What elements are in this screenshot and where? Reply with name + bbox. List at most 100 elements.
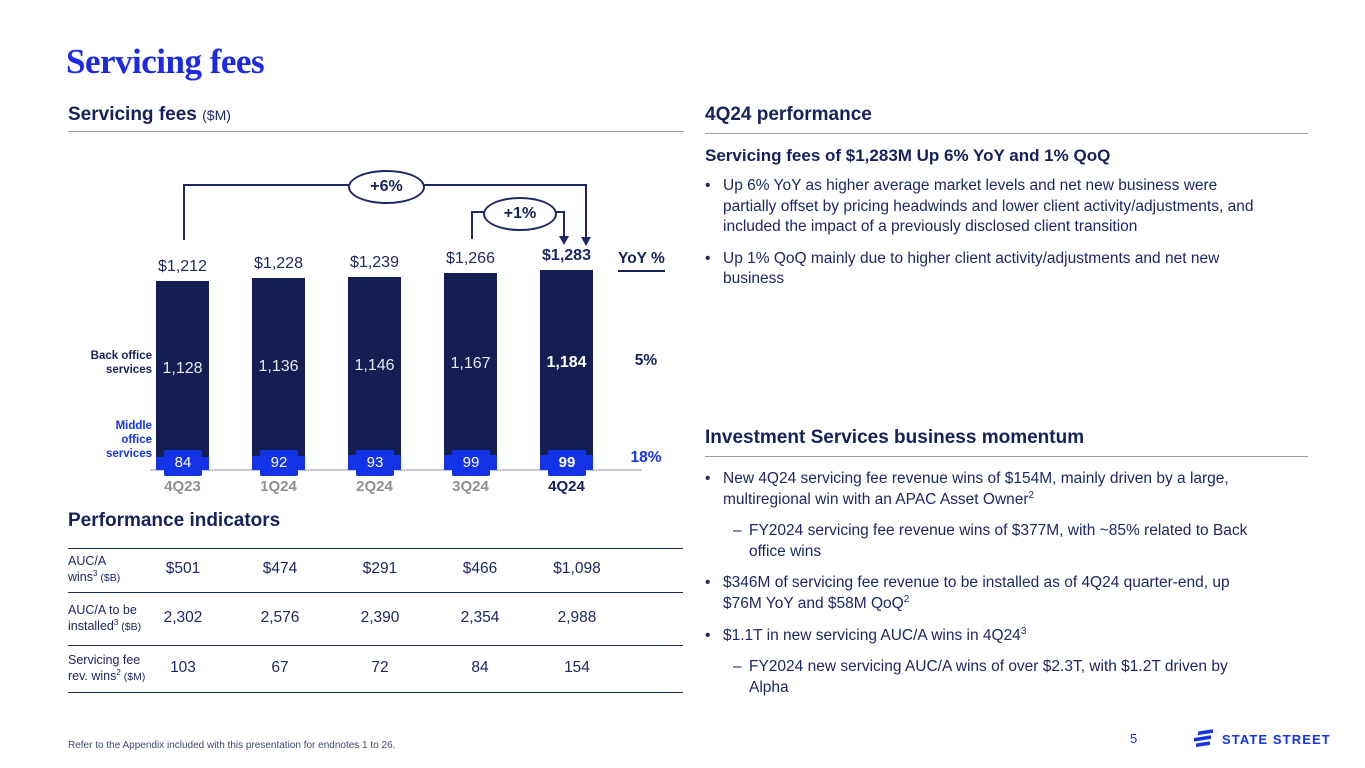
table-cell-value: 154 xyxy=(564,659,590,676)
bar-total-label: $1,228 xyxy=(254,255,303,272)
chart-section-heading: Servicing fees ($M) xyxy=(68,104,231,126)
table-row-divider xyxy=(68,592,683,593)
table-cell-value: 2,988 xyxy=(557,609,597,626)
x-axis-label: 3Q24 xyxy=(452,478,489,495)
performance-section: 4Q24 performance Servicing fees of $1,28… xyxy=(705,104,1308,301)
performance-heading: 4Q24 performance xyxy=(705,104,872,125)
momentum-heading-rule xyxy=(705,456,1308,457)
table-cell-value: 2,354 xyxy=(460,609,500,626)
yoy-growth-badge: +6% xyxy=(348,170,425,204)
bullet-item: • $346M of servicing fee revenue to be in… xyxy=(705,573,1270,614)
x-axis-label: 4Q23 xyxy=(164,478,201,495)
x-axis-label: 1Q24 xyxy=(260,478,297,495)
middle-office-value-box: 92 xyxy=(260,450,298,476)
bullet-marker-icon: • xyxy=(705,470,711,487)
table-cell-value: $1,098 xyxy=(553,560,601,577)
table-row-divider xyxy=(68,548,683,549)
bullet-text: $346M of servicing fee revenue to be ins… xyxy=(723,574,1230,613)
middle-office-value-box: 93 xyxy=(356,450,394,476)
bullet-text: New 4Q24 servicing fee revenue wins of $… xyxy=(723,470,1229,508)
performance-indicators-heading: Performance indicators xyxy=(68,510,281,531)
bracket-6pct-left-line xyxy=(183,184,185,240)
qoq-growth-badge: +1% xyxy=(483,197,557,231)
table-row-label: Servicing fee rev. wins2 ($M) xyxy=(68,653,146,684)
x-axis-label: 4Q24 xyxy=(548,478,585,495)
bullet-text: Up 6% YoY as higher average market level… xyxy=(723,177,1254,236)
bullet-text: $1.1T in new servicing AUC/A wins in 4Q2… xyxy=(723,625,1027,644)
bar-total-label: $1,212 xyxy=(158,258,207,275)
bar-segment-back-office: 1,136 xyxy=(252,278,305,456)
momentum-heading: Investment Services business momentum xyxy=(705,427,1085,448)
bullet-item: • New 4Q24 servicing fee revenue wins of … xyxy=(705,469,1270,510)
bullet-marker-icon: • xyxy=(705,249,711,267)
performance-bullets: • Up 6% YoY as higher average market leve… xyxy=(705,176,1308,290)
legend-back-office: Back office services xyxy=(42,349,152,377)
table-cell-value: 2,576 xyxy=(260,609,300,626)
chart-heading-rule xyxy=(68,131,684,132)
sub-bullet-item: – FY2024 new servicing AUC/A wins of over… xyxy=(705,657,1270,698)
table-cell-value: $466 xyxy=(462,560,498,577)
legend-back-office-line1: Back office xyxy=(90,350,152,362)
table-cell-value: $291 xyxy=(362,560,398,577)
chart-baseline xyxy=(150,469,642,471)
table-cell-value: 2,302 xyxy=(163,609,203,626)
legend-back-office-line2: services xyxy=(105,364,152,377)
bar-total-label: $1,239 xyxy=(350,254,399,271)
performance-subheading: Servicing fees of $1,283M Up 6% YoY and … xyxy=(705,146,1111,165)
chart-heading-text: Servicing fees xyxy=(68,104,197,125)
bracket-6pct-right-line xyxy=(585,184,587,238)
bar-segment-back-office: 1,184 xyxy=(540,270,593,455)
legend-middle-office: Middle office services xyxy=(42,419,152,461)
bracket-1pct-left-line xyxy=(471,211,473,239)
table-bottom-rule xyxy=(68,692,683,693)
dash-marker-icon: – xyxy=(733,658,742,676)
page-number: 5 xyxy=(1130,731,1138,746)
bar-total-label: $1,266 xyxy=(446,250,495,267)
bullet-text: Up 1% QoQ mainly due to higher client ac… xyxy=(723,249,1220,288)
table-row-label: AUC/A wins3 ($B) xyxy=(68,554,121,585)
yoy-back-office: 5% xyxy=(634,352,658,369)
bar-segment-back-office: 1,146 xyxy=(348,277,401,455)
yoy-column-header: YoY % xyxy=(618,250,665,272)
bullet-marker-icon: • xyxy=(705,626,711,644)
bullet-text: FY2024 new servicing AUC/A wins of over … xyxy=(749,658,1228,696)
slide-title: Servicing fees xyxy=(66,42,265,81)
table-cell-value: 67 xyxy=(271,659,289,676)
table-row-divider xyxy=(68,645,683,646)
bracket-6pct-arrow-icon xyxy=(581,237,591,246)
bar-segment-back-office: 1,128 xyxy=(156,281,209,457)
legend-middle-office-line2: office xyxy=(121,434,152,447)
bullet-item: • Up 6% YoY as higher average market leve… xyxy=(705,176,1270,238)
bracket-1pct-right-line xyxy=(563,211,565,237)
state-street-logo-text: STATE STREET xyxy=(1222,732,1331,747)
footnote: Refer to the Appendix included with this… xyxy=(68,740,396,751)
table-cell-value: 2,390 xyxy=(360,609,400,626)
bracket-1pct-arrow-icon xyxy=(559,236,569,245)
momentum-bullets: • New 4Q24 servicing fee revenue wins of … xyxy=(705,469,1308,698)
chart-heading-unit: ($M) xyxy=(202,107,231,123)
bullet-item: • Up 1% QoQ mainly due to higher client a… xyxy=(705,249,1270,290)
bullet-text: FY2024 servicing fee revenue wins of $37… xyxy=(749,522,1248,560)
bullet-marker-icon: • xyxy=(705,574,711,592)
bullet-marker-icon: • xyxy=(705,177,711,194)
performance-indicators-table: AUC/A wins3 ($B) $501 $474 $291 $466 $1,098 AUC… xyxy=(68,0,683,768)
table-cell-value: $501 xyxy=(165,560,201,577)
middle-office-value-box: 99 xyxy=(452,450,490,476)
servicing-fees-chart: +6% +1% Back office services Middle offi… xyxy=(0,0,700,520)
table-row-label: AUC/A to be installed3 ($B) xyxy=(68,603,142,634)
performance-heading-rule xyxy=(705,133,1308,134)
state-street-logo-icon xyxy=(1194,729,1213,747)
dash-marker-icon: – xyxy=(733,522,742,540)
bar-total-label: $1,283 xyxy=(542,247,591,264)
bullet-item: • $1.1T in new servicing AUC/A wins in 4Q… xyxy=(705,626,1270,647)
momentum-section: Investment Services business momentum • N… xyxy=(705,427,1308,709)
yoy-middle-office: 18% xyxy=(630,449,662,466)
bar-segment-back-office: 1,167 xyxy=(444,273,497,455)
table-cell-value: 84 xyxy=(471,659,489,676)
middle-office-value-box: 84 xyxy=(164,450,202,476)
legend-middle-office-line1: Middle xyxy=(115,420,152,432)
table-cell-value: 103 xyxy=(170,659,196,676)
legend-middle-office-line3: services xyxy=(105,448,152,461)
x-axis-label: 2Q24 xyxy=(356,478,393,495)
